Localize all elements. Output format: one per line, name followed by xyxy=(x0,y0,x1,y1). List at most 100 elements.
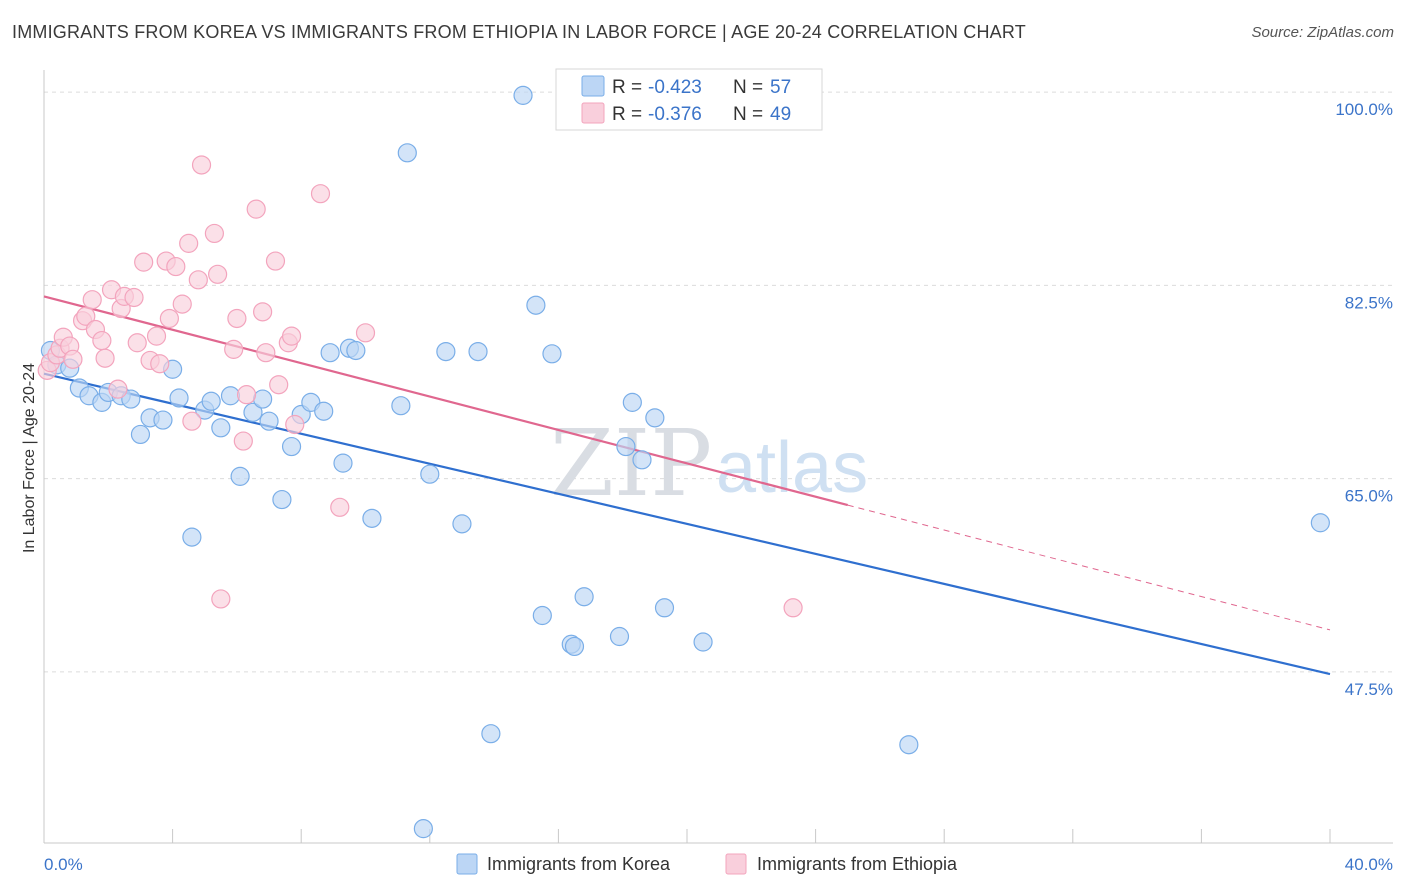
y-tick-label: 82.5% xyxy=(1345,293,1393,312)
ethiopia-n-value: 49 xyxy=(770,104,791,125)
watermark-atlas: atlas xyxy=(716,428,868,508)
korea-point xyxy=(532,605,552,626)
ethiopia-point xyxy=(127,333,147,353)
korea-point xyxy=(468,341,488,362)
korea-point xyxy=(564,636,585,657)
ethiopia-point xyxy=(204,223,224,244)
ethiopia-point xyxy=(188,270,208,290)
stats-legend: R = -0.423 N = 57 R = -0.376 N = 49 xyxy=(555,68,823,131)
korea-point xyxy=(130,424,151,445)
korea-point xyxy=(272,489,292,510)
y-tick-label: 47.5% xyxy=(1345,680,1393,699)
korea-point xyxy=(281,436,302,457)
korea-point xyxy=(397,143,417,163)
ethiopia-point xyxy=(233,431,253,451)
ethiopia-point xyxy=(285,414,305,435)
korea-point xyxy=(413,819,433,839)
ethiopia-point xyxy=(172,294,192,314)
korea-point xyxy=(230,466,250,486)
korea-point xyxy=(253,389,273,409)
korea-point xyxy=(436,341,456,362)
source-note: Source: ZipAtlas.com xyxy=(1251,24,1394,41)
gridlines xyxy=(44,91,1393,673)
ethiopia-point xyxy=(95,348,115,368)
y-axis-label: In Labor Force | Age 20-24 xyxy=(21,363,38,553)
ethiopia-point xyxy=(63,349,83,369)
ethiopia-point xyxy=(246,199,266,219)
ethiopia-point xyxy=(253,302,273,322)
korea-point xyxy=(693,632,713,652)
ethiopia-point xyxy=(265,251,286,271)
korea-point xyxy=(513,85,533,105)
korea-n-label: N = xyxy=(733,77,763,98)
korea-point xyxy=(574,587,594,607)
ethiopia-point xyxy=(224,339,244,359)
ethiopia-point xyxy=(208,264,228,284)
ethiopia-r-value: -0.376 xyxy=(648,104,702,125)
x-tick-min: 0.0% xyxy=(44,855,83,874)
legend-korea-swatch xyxy=(456,853,478,875)
korea-point xyxy=(201,391,221,411)
ethiopia-point xyxy=(182,411,202,431)
ethiopia-point xyxy=(150,354,170,374)
korea-point xyxy=(899,735,919,755)
ethiopia-r-label: R = xyxy=(612,104,642,125)
korea-point xyxy=(645,408,665,428)
legend-ethiopia-swatch xyxy=(725,853,747,875)
korea-point xyxy=(333,453,353,473)
korea-point xyxy=(654,598,675,618)
ethiopia-point xyxy=(76,306,96,326)
korea-n-value: 57 xyxy=(770,77,791,98)
korea-point xyxy=(121,389,141,409)
korea-r-label: R = xyxy=(612,77,642,98)
korea-point xyxy=(314,401,334,421)
x-tick-labels: 0.0% 40.0% xyxy=(44,855,1393,874)
ethiopia-trend-line xyxy=(43,295,849,507)
ethiopia-point xyxy=(330,497,350,517)
korea-point xyxy=(362,508,382,528)
korea-point xyxy=(169,388,189,408)
korea-point xyxy=(182,527,202,547)
korea-point xyxy=(259,411,279,431)
ethiopia-point xyxy=(211,589,231,609)
korea-point xyxy=(616,436,636,457)
ethiopia-point xyxy=(783,598,803,618)
ethiopia-point xyxy=(92,330,112,351)
legend-korea-label: Immigrants from Korea xyxy=(487,854,671,874)
korea-point xyxy=(346,340,366,361)
ethiopia-point xyxy=(269,375,289,395)
korea-point xyxy=(632,450,652,470)
korea-point xyxy=(243,402,263,422)
korea-r-value: -0.423 xyxy=(648,77,702,98)
ethiopia-point xyxy=(355,323,376,343)
korea-point xyxy=(481,724,501,744)
korea-point xyxy=(211,418,231,438)
ethiopia-trend-extension xyxy=(847,504,1331,631)
korea-point xyxy=(609,626,630,647)
korea-point xyxy=(320,343,340,363)
korea-point xyxy=(526,295,546,315)
ethiopia-point xyxy=(166,256,186,277)
ethiopia-n-label: N = xyxy=(733,104,763,125)
ethiopia-point xyxy=(108,379,128,399)
korea-point xyxy=(153,410,173,430)
ethiopia-point xyxy=(146,326,167,346)
korea-point xyxy=(452,514,472,534)
korea-point xyxy=(1310,513,1330,533)
ethiopia-point xyxy=(256,343,276,363)
ethiopia-point xyxy=(191,155,212,175)
ethiopia-point xyxy=(179,233,199,253)
ethiopia-point xyxy=(310,184,331,204)
ethiopia-point xyxy=(82,290,102,310)
scatter-points xyxy=(37,85,1330,839)
ethiopia-point xyxy=(227,308,247,329)
x-tick-max: 40.0% xyxy=(1345,855,1393,874)
ethiopia-point xyxy=(124,287,144,308)
korea-point xyxy=(542,344,562,364)
ethiopia-point xyxy=(281,326,302,346)
korea-swatch xyxy=(581,75,605,97)
y-tick-label: 100.0% xyxy=(1335,100,1393,119)
y-tick-label: 65.0% xyxy=(1345,487,1393,506)
y-tick-labels: 100.0% 82.5% 65.0% 47.5% xyxy=(1335,100,1393,699)
